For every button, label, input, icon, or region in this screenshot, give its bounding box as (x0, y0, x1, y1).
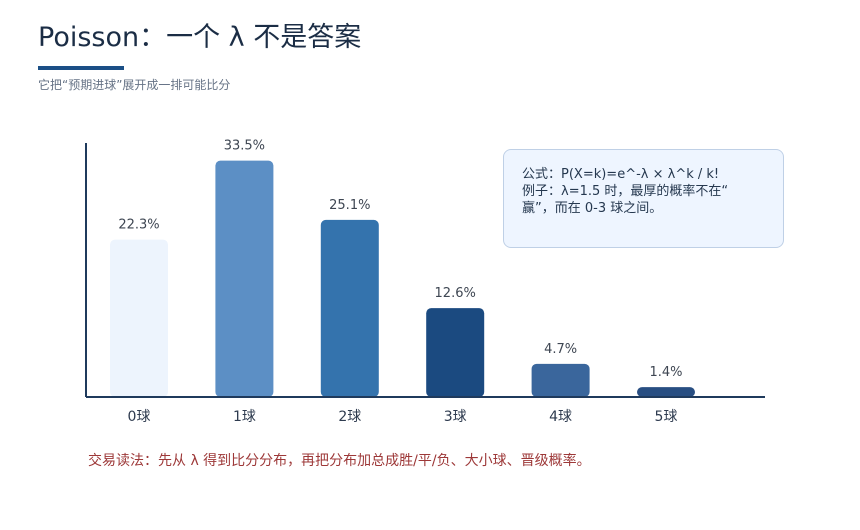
bar-2球 (320, 219, 379, 397)
data-label-3球: 12.6% (435, 286, 476, 301)
data-label-2球: 25.1% (329, 198, 370, 213)
title-underline (38, 66, 124, 70)
data-label-1球: 33.5% (224, 139, 265, 154)
bar-5球 (637, 387, 695, 397)
bar-3球 (426, 308, 485, 397)
data-label-4球: 4.7% (544, 342, 577, 357)
example-line-2: 赢”，而在 0-3 球之间。 (522, 201, 663, 216)
data-label-5球: 1.4% (649, 365, 682, 380)
bar-4球 (531, 363, 590, 397)
bar-1球 (215, 160, 274, 397)
data-label-0球: 22.3% (118, 218, 159, 233)
trading-note: 交易读法：先从 λ 得到比分分布，再把分布加总成胜/平/负、大小球、晋级概率。 (88, 453, 591, 469)
x-tick-label-4球: 4球 (549, 409, 572, 425)
subtitle: 它把“预期进球”展开成一排可能比分 (38, 78, 231, 92)
x-tick-label-3球: 3球 (444, 409, 467, 425)
x-tick-label-0球: 0球 (128, 409, 151, 425)
example-line-1: 例子：λ=1.5 时，最厚的概率不在“ (522, 184, 729, 199)
formula-info-box: 公式：P(X=k)=e^-λ × λ^k / k! 例子：λ=1.5 时，最厚的… (503, 149, 784, 248)
bars-layer: 22.3% 0球 33.5% 1球 25.1% 2球 12.6% 3球 4.7% 4球 1.4% 5球 (110, 139, 695, 425)
x-tick-label-2球: 2球 (338, 409, 361, 425)
x-tick-label-5球: 5球 (655, 409, 678, 425)
formula-line: 公式：P(X=k)=e^-λ × λ^k / k! (522, 167, 720, 182)
x-tick-label-1球: 1球 (233, 409, 256, 425)
page-title: Poisson：一个 λ 不是答案 (38, 22, 362, 53)
bar-0球 (110, 239, 168, 397)
